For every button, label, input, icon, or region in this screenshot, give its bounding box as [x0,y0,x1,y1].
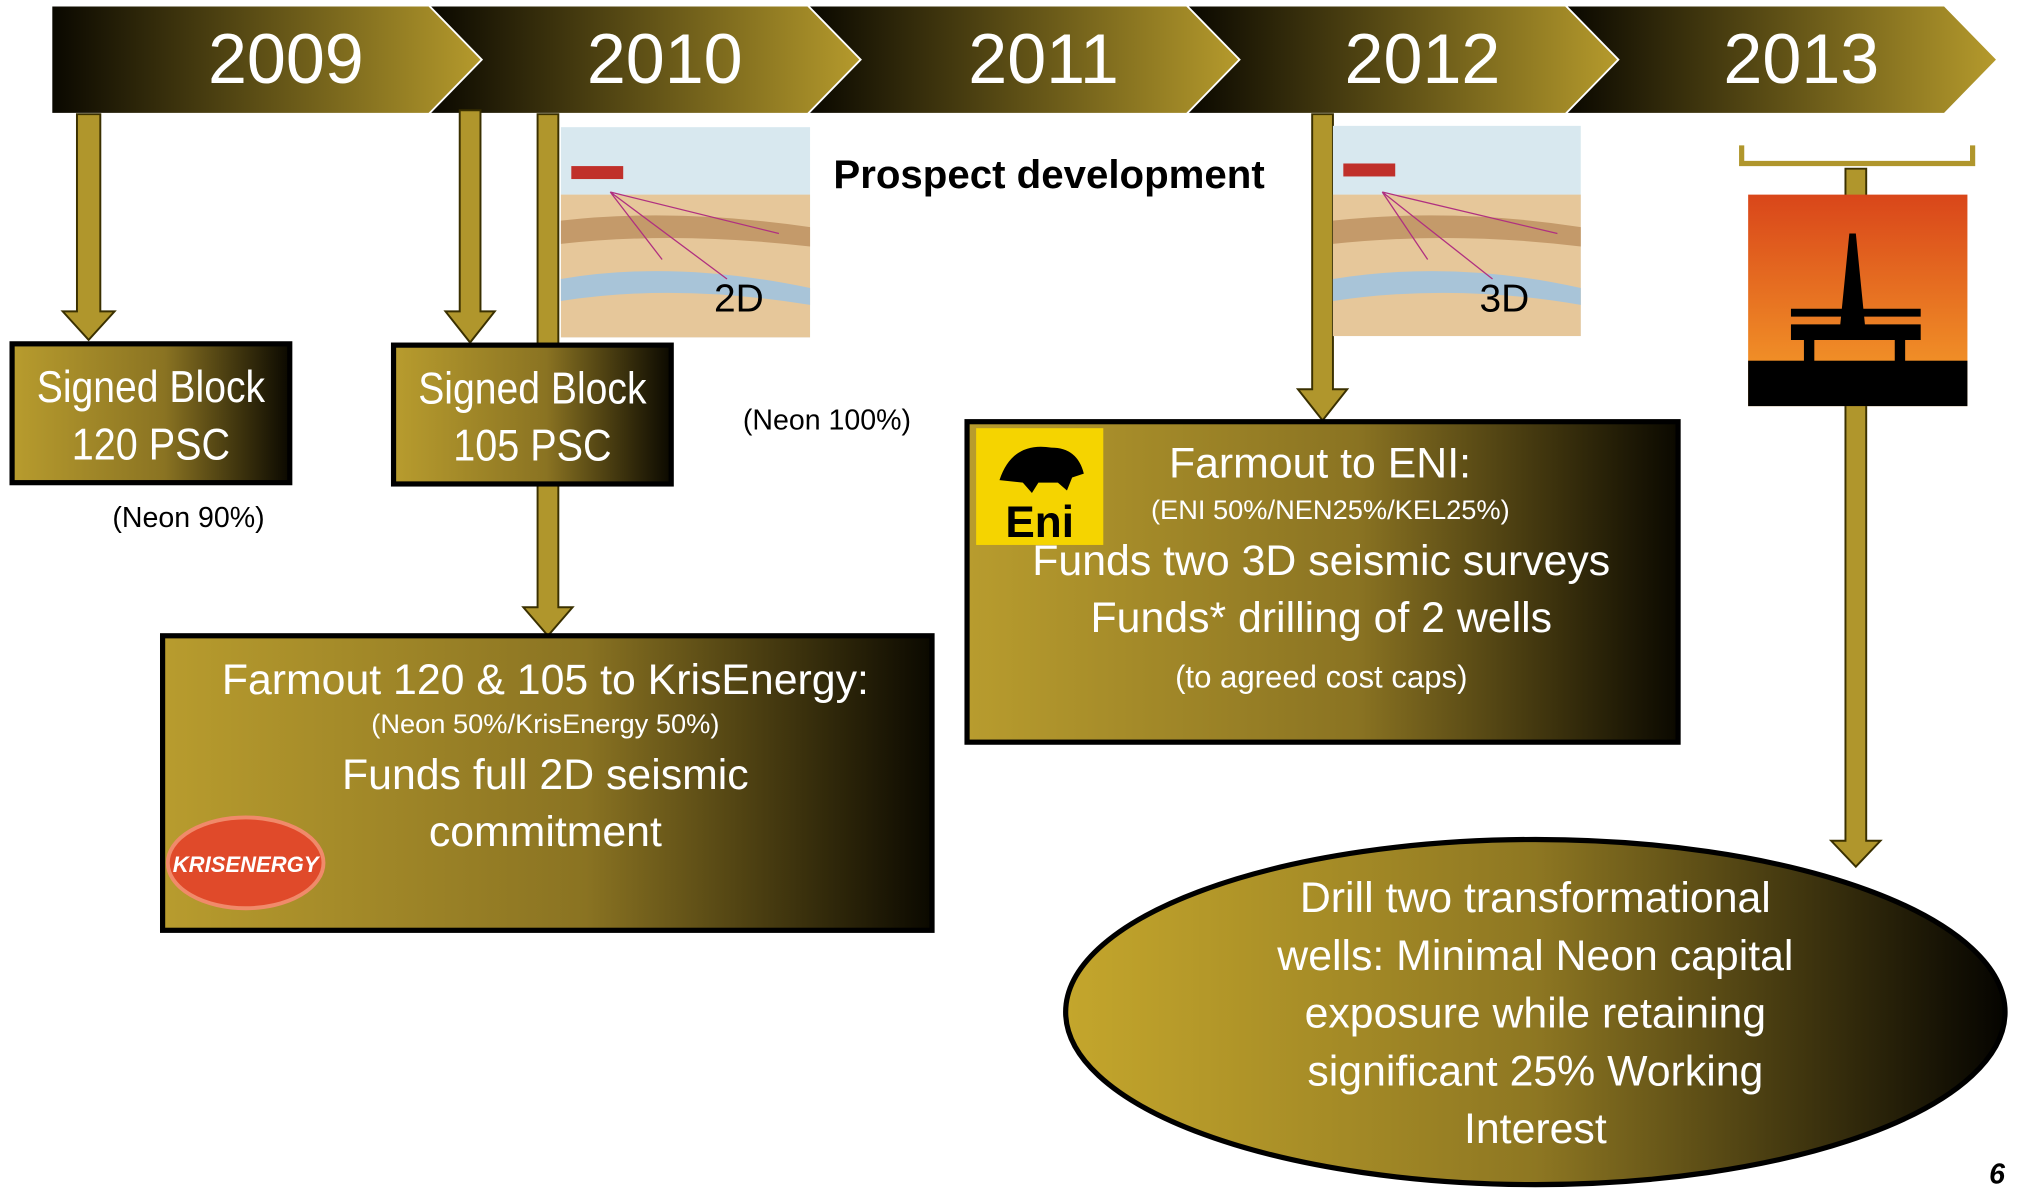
arrow [445,110,494,342]
box-text: Signed Block [37,363,266,412]
box-title: Farmout 120 & 105 to KrisEnergy: [222,656,869,704]
box-text: 105 PSC [453,422,611,471]
year-label: 2009 [208,20,364,98]
year-label: 2013 [1723,20,1879,98]
year-label: 2010 [587,20,743,98]
box-text: Funds full 2D seismic [342,751,749,799]
box-text: Signed Block [418,365,647,414]
box-text: Funds* drilling of 2 wells [1091,594,1552,642]
seismic-label: 3D [1480,277,1530,320]
slide: 2009 2010 2011 2012 2013 2D 3D Prospect deve… [0,0,2034,1195]
box-title: Farmout to ENI: [1169,439,1471,487]
box-text: commitment [429,808,662,856]
box-subtitle: (ENI 50%/NEN25%/KEL25%) [1151,494,1510,525]
drill-line: significant 25% Working [1307,1047,1763,1095]
note: (Neon 100%) [743,404,911,436]
drill-line: exposure while retaining [1305,990,1767,1038]
timeline-banner: 2009 2010 2011 2012 2013 [52,6,1996,112]
rig-image [1748,195,1967,406]
bracket [1742,145,1973,163]
drill-line: Drill two transformational [1300,874,1771,922]
note: (Neon 90%) [112,502,264,534]
drill-line: Interest [1464,1105,1607,1153]
drill-line: wells: Minimal Neon capital [1276,932,1793,980]
logo-text: KRISENERGY [173,852,321,877]
box-text: Funds two 3D seismic surveys [1032,537,1610,585]
box-note: (to agreed cost caps) [1175,660,1467,695]
page-number: 6 [1989,1158,2006,1190]
arrow [63,114,115,340]
seismic-label: 2D [714,277,764,320]
year-label: 2011 [968,20,1119,98]
year-label: 2012 [1345,20,1501,98]
prospect-label: Prospect development [833,152,1264,197]
seismic-image: 3D [1333,126,1581,336]
box-text: 120 PSC [72,420,230,469]
box-subtitle: (Neon 50%/KrisEnergy 50%) [371,708,719,739]
seismic-image: 2D [561,127,810,337]
